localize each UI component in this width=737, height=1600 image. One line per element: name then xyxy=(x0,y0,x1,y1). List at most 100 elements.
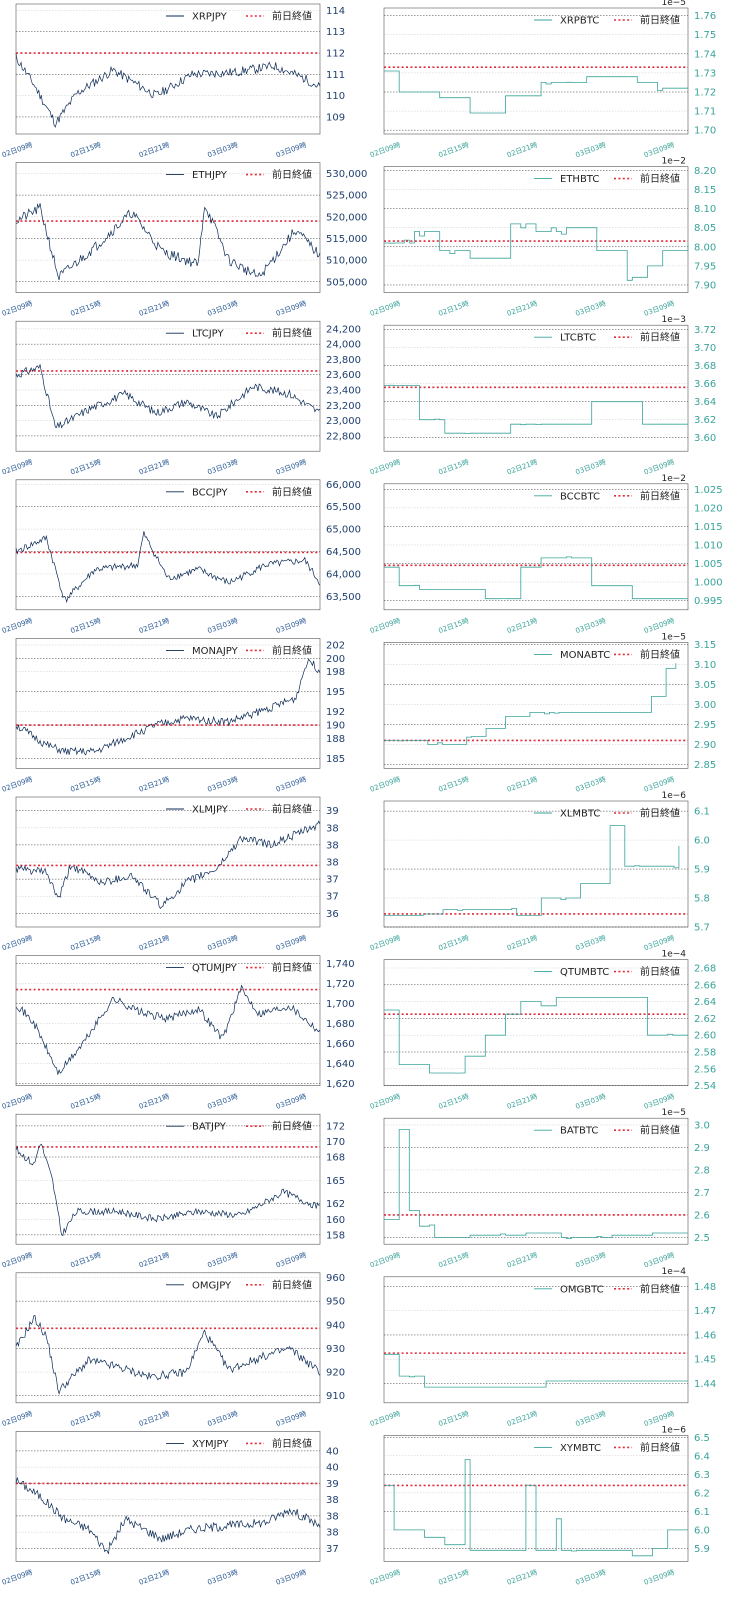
x-tick-label: 02日21時 xyxy=(506,141,539,159)
y-tick-label: 5.8 xyxy=(694,894,710,905)
x-tick-label: 02日15時 xyxy=(437,1410,470,1428)
y-tick-label: 1,640 xyxy=(326,1059,355,1070)
y-tick-label: 1,740 xyxy=(326,959,355,970)
series-line xyxy=(384,663,677,745)
legend: MONABTC 前日終値 xyxy=(534,648,680,661)
y-tick-label: 37 xyxy=(326,1544,339,1555)
legend-ref-label: 前日終値 xyxy=(272,327,312,340)
y-tick-label: 37 xyxy=(326,892,339,903)
y-tick-label: 23,600 xyxy=(326,370,361,381)
x-tick-label: 02日15時 xyxy=(437,1251,470,1269)
x-tick-label: 02日09時 xyxy=(1,141,34,159)
y-tick-label: 8.15 xyxy=(694,185,716,196)
y-tick-label: 1.70 xyxy=(694,126,716,137)
y-tick-label: 158 xyxy=(326,1230,345,1241)
y-tick-label: 2.7 xyxy=(694,1188,710,1199)
y-tick-label: 8.00 xyxy=(694,242,716,253)
axis-exponent: 1e−5 xyxy=(661,1108,686,1118)
y-tick-label: 1.010 xyxy=(694,540,723,551)
y-tick-label: 65,500 xyxy=(326,502,361,513)
legend: XYMBTC 前日終値 xyxy=(534,1441,680,1454)
x-tick-label: 02日09時 xyxy=(369,775,402,793)
y-tick-label: 109 xyxy=(326,112,345,123)
legend-series-label: MONABTC xyxy=(560,650,610,661)
y-tick-label: 6.2 xyxy=(694,1488,710,1499)
y-tick-label: 162 xyxy=(326,1199,345,1210)
x-tick-label: 03日09時 xyxy=(643,1568,676,1586)
legend-ref-label: 前日終値 xyxy=(640,648,680,661)
legend-series-label: QTUMJPY xyxy=(192,963,238,974)
legend-series-label: OMGBTC xyxy=(560,1284,604,1295)
legend-ref-label: 前日終値 xyxy=(640,172,680,185)
y-tick-label: 38 xyxy=(326,1511,339,1522)
x-tick-label: 03日03時 xyxy=(574,1251,607,1269)
y-tick-label: 3.64 xyxy=(694,397,716,408)
x-tick-label: 03日03時 xyxy=(206,775,239,793)
legend-ref-label: 前日終値 xyxy=(640,1441,680,1454)
plot-area xyxy=(383,1276,689,1404)
x-tick-label: 02日15時 xyxy=(69,617,102,635)
x-tick-label: 03日09時 xyxy=(275,617,308,635)
legend-ref-label: 前日終値 xyxy=(272,644,312,657)
plot-area xyxy=(15,479,321,611)
y-tick-label: 8.05 xyxy=(694,223,716,234)
x-tick-label: 02日09時 xyxy=(369,141,402,159)
plot-area xyxy=(15,162,321,293)
chart-panel-bccbtc: 0.995 1.000 1.005 1.010 1.015 1.020 1.025 1e−2 B… xyxy=(369,474,723,635)
series-line xyxy=(15,1315,321,1395)
legend-ref-label: 前日終値 xyxy=(272,961,312,974)
y-tick-label: 6.1 xyxy=(694,1507,710,1518)
x-tick-label: 03日03時 xyxy=(206,934,239,952)
y-tick-label: 66,000 xyxy=(326,480,361,491)
y-tick-label: 112 xyxy=(326,49,345,60)
x-tick-label: 03日03時 xyxy=(206,617,239,635)
y-tick-label: 40 xyxy=(326,1463,339,1474)
legend-ref-label: 前日終値 xyxy=(640,965,680,978)
x-tick-label: 02日09時 xyxy=(369,1410,402,1428)
x-tick-label: 02日15時 xyxy=(437,141,470,159)
series-line xyxy=(15,364,321,429)
axis-exponent: 1e−4 xyxy=(661,950,686,960)
series-line xyxy=(15,1143,321,1237)
series-line xyxy=(384,384,688,434)
plot-area xyxy=(15,1272,321,1404)
chart-panel-monajpy: 185 188 190 192 195 198 200 202 MONAJPY 前日終値 02日09… xyxy=(1,638,345,794)
x-tick-label: 02日21時 xyxy=(138,141,171,159)
y-tick-label: 2.9 xyxy=(694,1143,710,1154)
y-tick-label: 1,700 xyxy=(326,999,355,1010)
y-tick-label: 1.45 xyxy=(694,1355,716,1366)
y-tick-label: 6.1 xyxy=(694,807,710,818)
x-tick-label: 02日15時 xyxy=(437,300,470,318)
series-line xyxy=(384,825,680,916)
y-tick-label: 530,000 xyxy=(326,169,367,180)
x-tick-label: 03日09時 xyxy=(275,1568,308,1586)
x-tick-label: 03日09時 xyxy=(275,934,308,952)
x-tick-label: 02日09時 xyxy=(369,300,402,318)
y-tick-label: 1.005 xyxy=(694,559,723,570)
plot-area xyxy=(383,1117,689,1245)
x-tick-label: 02日09時 xyxy=(1,775,34,793)
x-tick-label: 02日09時 xyxy=(1,1410,34,1428)
y-tick-label: 910 xyxy=(326,1391,345,1402)
x-tick-label: 03日03時 xyxy=(206,1410,239,1428)
y-tick-label: 23,400 xyxy=(326,386,361,397)
y-tick-label: 5.7 xyxy=(694,923,710,934)
x-tick-label: 02日21時 xyxy=(138,300,171,318)
legend-series-label: BATBTC xyxy=(560,1126,598,1137)
legend-ref-label: 前日終値 xyxy=(272,485,312,498)
legend: LTCJPY 前日終値 xyxy=(166,327,312,340)
plot-area xyxy=(383,483,689,611)
y-tick-label: 930 xyxy=(326,1344,345,1355)
x-tick-label: 02日09時 xyxy=(369,1093,402,1111)
plot-area xyxy=(383,959,689,1086)
axis-exponent: 1e−3 xyxy=(661,315,686,325)
y-tick-label: 520,000 xyxy=(326,212,367,223)
y-tick-label: 1.47 xyxy=(694,1306,716,1317)
y-tick-label: 2.68 xyxy=(694,964,716,975)
y-tick-label: 1.025 xyxy=(694,485,723,496)
legend-ref-label: 前日終値 xyxy=(640,14,680,27)
x-tick-label: 02日21時 xyxy=(138,934,171,952)
x-tick-label: 02日21時 xyxy=(138,1093,171,1111)
y-tick-label: 111 xyxy=(326,70,345,81)
y-tick-label: 165 xyxy=(326,1176,345,1187)
